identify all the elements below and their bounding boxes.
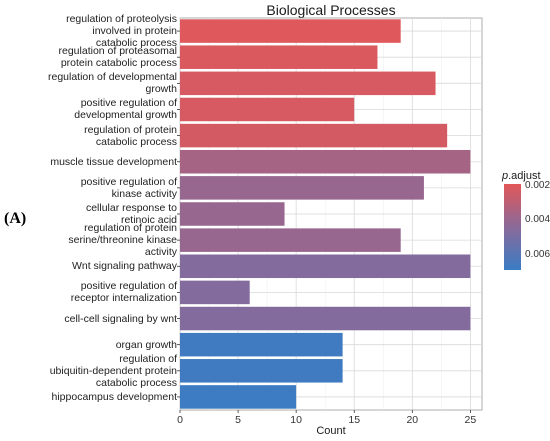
bar — [180, 306, 471, 331]
x-tick-label: 5 — [235, 414, 241, 426]
bar — [180, 332, 343, 357]
y-tick-label: regulation of protein serine/threonine k… — [68, 222, 177, 259]
y-tick-label: regulation of proteolysis involved in pr… — [66, 13, 177, 50]
panel-label: (A) — [4, 210, 27, 227]
y-tick-label: Wnt signaling pathway — [71, 260, 177, 273]
y-tick-label: positive regulation of receptor internal… — [70, 280, 177, 305]
x-tick-label: 0 — [177, 414, 183, 426]
y-tick-label: cell-cell signaling by wnt — [64, 312, 177, 325]
y-tick-label: muscle tissue development — [50, 155, 177, 168]
bar — [180, 202, 285, 226]
legend-title-italic: p — [502, 170, 509, 182]
x-axis-label: Count — [316, 425, 346, 437]
y-tick-label: positive regulation of developmental gro… — [74, 97, 177, 122]
y-tick-label: cellular response to retinoic acid — [85, 202, 177, 226]
bar — [180, 228, 401, 252]
bar — [180, 123, 448, 148]
y-tick-label: regulation of developmental growth — [47, 71, 177, 96]
y-tick-label: regulation of proteasomal protein catabo… — [58, 45, 178, 70]
legend-colorbar — [504, 184, 521, 270]
bar — [180, 71, 436, 96]
x-tick-label: 20 — [406, 414, 418, 426]
chart-title: Biological Processes — [266, 2, 396, 18]
bar — [180, 19, 401, 43]
legend-tick-label: 0.002 — [525, 179, 550, 191]
legend-title-rest: .adjust — [508, 170, 541, 182]
bar — [180, 280, 250, 305]
bar — [180, 45, 378, 69]
y-tick-label: positive regulation of kinase activity — [80, 175, 177, 200]
x-tick-label: 25 — [465, 414, 477, 426]
y-tick-label: regulation of protein catabolic process — [84, 123, 177, 148]
bar — [180, 97, 355, 122]
legend-title: p.adjust — [502, 170, 541, 182]
bar — [180, 385, 297, 409]
bar — [180, 176, 424, 200]
x-tick-label: 10 — [290, 414, 302, 426]
y-tick-label: organ growth — [115, 338, 177, 351]
x-tick-label: 15 — [348, 414, 360, 426]
y-tick-label: regulation of ubiquitin-dependent protei… — [49, 352, 177, 389]
y-tick-label: hippocampus development — [51, 390, 178, 403]
legend-tick-label: 0.006 — [525, 248, 550, 260]
legend-tick-label: 0.004 — [525, 214, 550, 226]
bar — [180, 359, 343, 383]
bar — [180, 254, 471, 279]
bar — [180, 149, 471, 174]
